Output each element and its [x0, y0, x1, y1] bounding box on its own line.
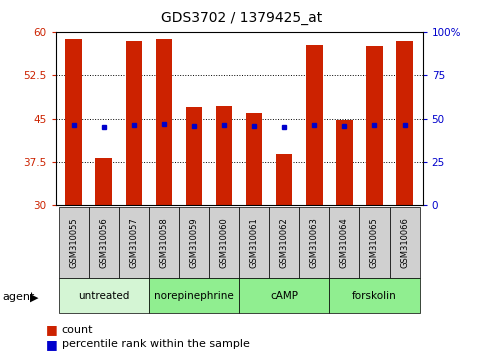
Bar [239, 278, 329, 313]
Bar [276, 154, 293, 205]
Bar [396, 41, 413, 205]
Text: GSM310063: GSM310063 [310, 217, 319, 268]
Text: GDS3702 / 1379425_at: GDS3702 / 1379425_at [161, 11, 322, 25]
Bar [179, 207, 209, 278]
Text: count: count [62, 325, 93, 335]
Text: GSM310061: GSM310061 [250, 217, 258, 268]
Bar [149, 207, 179, 278]
Text: GSM310066: GSM310066 [400, 217, 409, 268]
Bar [209, 207, 239, 278]
Text: ■: ■ [46, 338, 57, 350]
Text: cAMP: cAMP [270, 291, 298, 301]
Bar [366, 46, 383, 205]
Text: GSM310055: GSM310055 [69, 217, 78, 268]
Bar [299, 207, 329, 278]
Text: GSM310062: GSM310062 [280, 217, 289, 268]
Bar [58, 207, 89, 278]
Bar [126, 41, 142, 205]
Bar [149, 278, 239, 313]
Bar [156, 39, 172, 205]
Bar [239, 207, 269, 278]
Bar [306, 45, 323, 205]
Text: GSM310056: GSM310056 [99, 217, 108, 268]
Bar [336, 120, 353, 205]
Text: GSM310059: GSM310059 [189, 217, 199, 268]
Bar [185, 107, 202, 205]
Bar [89, 207, 119, 278]
Text: ■: ■ [46, 324, 57, 336]
Bar [359, 207, 389, 278]
Text: untreated: untreated [78, 291, 129, 301]
Text: norepinephrine: norepinephrine [154, 291, 234, 301]
Bar [329, 207, 359, 278]
Text: GSM310065: GSM310065 [370, 217, 379, 268]
Text: GSM310064: GSM310064 [340, 217, 349, 268]
Bar [246, 113, 262, 205]
Bar [65, 39, 82, 205]
Text: GSM310058: GSM310058 [159, 217, 169, 268]
Bar [269, 207, 299, 278]
Text: GSM310057: GSM310057 [129, 217, 138, 268]
Text: GSM310060: GSM310060 [220, 217, 228, 268]
Bar [329, 278, 420, 313]
Bar [389, 207, 420, 278]
Bar [216, 106, 232, 205]
Bar [96, 158, 112, 205]
Text: forskolin: forskolin [352, 291, 397, 301]
Text: ▶: ▶ [30, 292, 39, 302]
Bar [58, 278, 149, 313]
Bar [119, 207, 149, 278]
Text: agent: agent [2, 292, 35, 302]
Text: percentile rank within the sample: percentile rank within the sample [62, 339, 250, 349]
